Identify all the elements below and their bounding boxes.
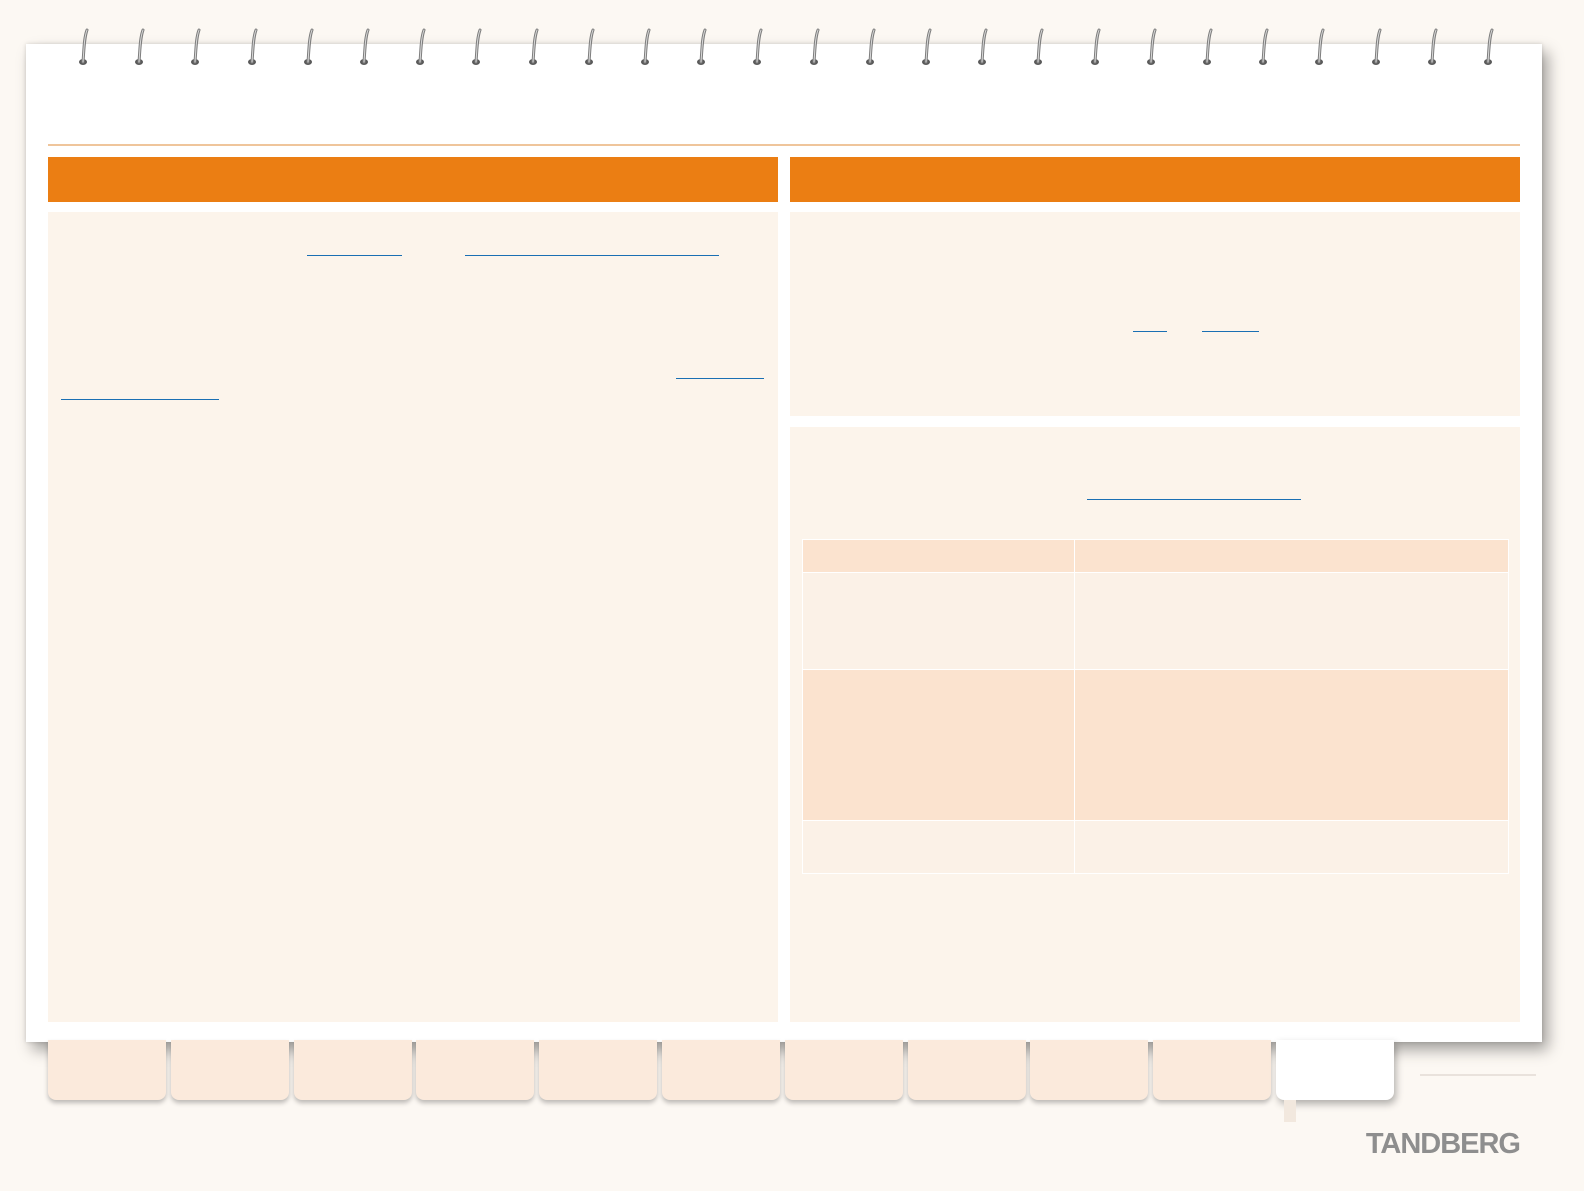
binder-ring-icon — [921, 28, 932, 66]
table-row — [802, 820, 1509, 874]
tab-section-5[interactable] — [539, 1040, 658, 1100]
binder-ring-icon — [696, 28, 707, 66]
table-header-cell — [802, 539, 1075, 573]
binder-ring-icon — [1427, 28, 1438, 66]
binder-ring-icon — [640, 28, 651, 66]
binder-ring-icon — [1371, 28, 1382, 66]
table-row — [802, 572, 1509, 670]
tab-section-4[interactable] — [416, 1040, 535, 1100]
binder-ring-icon — [1033, 28, 1044, 66]
hyperlink[interactable] — [676, 378, 764, 379]
header-rule — [48, 144, 1520, 146]
binder-ring-icon — [471, 28, 482, 66]
left-content-panel — [48, 212, 778, 1022]
hyperlink[interactable] — [1087, 499, 1301, 500]
tab-section-11[interactable] — [1276, 1040, 1394, 1100]
tab-section-2[interactable] — [170, 1040, 289, 1100]
binder-ring-icon — [865, 28, 876, 66]
binder-ring-icon — [1314, 28, 1325, 66]
table-cell — [802, 572, 1075, 670]
table-cell — [1074, 572, 1509, 670]
binder-ring-icon — [1202, 28, 1213, 66]
table-cell — [1074, 820, 1509, 874]
binder-ring-icon — [247, 28, 258, 66]
tab-section-8[interactable] — [907, 1040, 1026, 1100]
tandberg-logo: TANDBERG — [1365, 1128, 1521, 1160]
binder-ring-icon — [1090, 28, 1101, 66]
left-column-header — [48, 157, 778, 202]
tab-section-9[interactable] — [1030, 1040, 1149, 1100]
binder-ring-icon — [415, 28, 426, 66]
binder-ring-icon — [1483, 28, 1494, 66]
table-row — [802, 669, 1509, 821]
binder-ring-icon — [1258, 28, 1269, 66]
right-column-header — [790, 157, 1520, 202]
table-cell — [1074, 669, 1509, 821]
tab-section-7[interactable] — [784, 1040, 903, 1100]
binder-ring-icon — [303, 28, 314, 66]
table-header-cell — [1074, 539, 1509, 573]
tab-shadow — [1284, 1100, 1296, 1122]
binder-ring-icon — [977, 28, 988, 66]
binder-ring-icon — [359, 28, 370, 66]
hyperlink[interactable] — [61, 399, 219, 400]
binder-ring-icon — [78, 28, 89, 66]
hyperlink[interactable] — [307, 255, 402, 256]
binder-ring-icon — [528, 28, 539, 66]
hyperlink[interactable] — [1133, 331, 1167, 332]
table-cell — [802, 669, 1075, 821]
tab-section-6[interactable] — [662, 1040, 780, 1100]
binder-ring-icon — [584, 28, 595, 66]
binder-ring-icon — [809, 28, 820, 66]
table-header-row — [802, 539, 1509, 573]
binder-ring-icon — [190, 28, 201, 66]
tab-section-3[interactable] — [293, 1040, 412, 1100]
tab-section-10[interactable] — [1153, 1040, 1272, 1100]
binder-ring-icon — [134, 28, 145, 66]
table-cell — [802, 820, 1075, 874]
binder-ring-icon — [752, 28, 763, 66]
right-top-panel — [790, 212, 1520, 416]
hyperlink[interactable] — [1202, 331, 1259, 332]
binder-ring-icon — [1146, 28, 1157, 66]
settings-table — [802, 539, 1509, 874]
hyperlink[interactable] — [465, 255, 719, 256]
divider — [1420, 1074, 1536, 1076]
tab-section-1[interactable] — [48, 1040, 166, 1100]
